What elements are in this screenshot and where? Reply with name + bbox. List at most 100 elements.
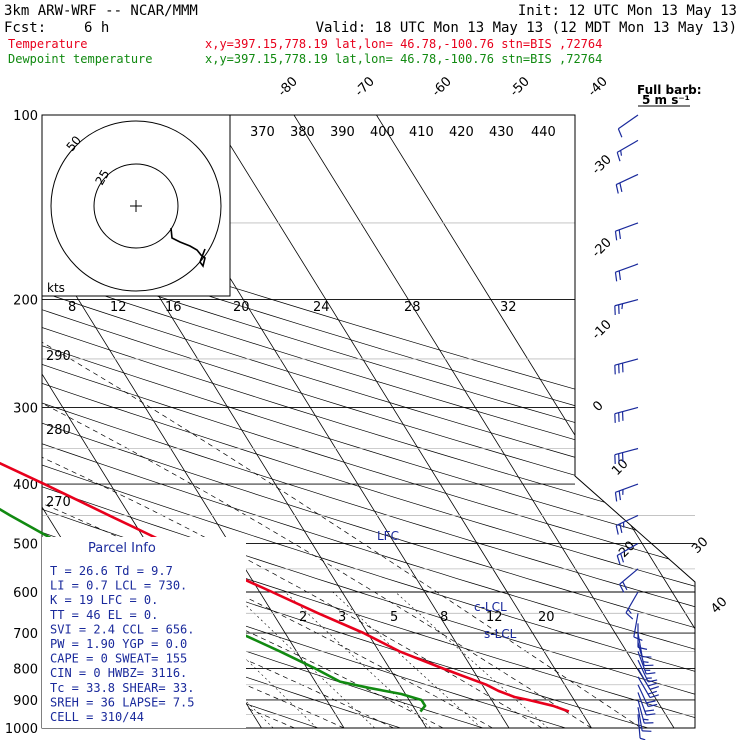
moist-adiabat-line	[42, 271, 543, 728]
dry-adiabat-line	[42, 115, 695, 728]
parcel-info-row: T = 26.6 Td = 9.7	[50, 564, 173, 578]
wind-barb-flag	[633, 636, 643, 642]
parcel-info-title: Parcel Info	[88, 541, 156, 556]
theta-tick-label: 370	[250, 125, 275, 140]
wind-barb-flag	[614, 492, 618, 502]
isotherm-tick-label: -40	[585, 74, 611, 100]
forecast-hour: 6 h	[84, 20, 109, 36]
wind-barb	[614, 447, 639, 464]
pressure-tick-label: 500	[13, 537, 38, 552]
barb-key-label: Full barb:	[637, 83, 702, 97]
legend-temperature-name: Temperature	[8, 37, 87, 51]
wind-barb-shaft	[615, 222, 639, 232]
wind-barb-shaft	[637, 707, 643, 731]
hodograph-ring-25	[93, 163, 179, 249]
wind-barb-shaft	[637, 659, 649, 683]
mixing-ratio-top-label: 20	[233, 300, 250, 315]
isotherm-tick-label: 40	[708, 595, 730, 617]
wind-barb	[614, 222, 639, 241]
model-title: 3km ARW-WRF -- NCAR/MMM	[4, 3, 198, 19]
mixing-ratio-bottom-label: 3	[338, 610, 346, 625]
wind-barb-flag	[649, 694, 659, 699]
wind-barb-flag	[647, 682, 657, 687]
wind-barb-flag	[647, 690, 657, 695]
parcel-info-panel: Parcel Info T = 26.6 Td = 9.7LI = 0.7 LC…	[42, 537, 246, 728]
isotherm-tick-label: 30	[689, 535, 711, 557]
wind-barb-flag	[648, 679, 658, 683]
pressure-tick-label: 600	[13, 586, 38, 601]
wind-barb	[617, 114, 639, 138]
isotherm-line	[276, 115, 683, 728]
wind-barb-flag	[614, 231, 618, 241]
isotherm-tick-label: -70	[352, 74, 378, 100]
wind-barb	[637, 707, 652, 732]
theta-tick-label: 430	[489, 125, 514, 140]
wind-barb	[614, 483, 639, 502]
pressure-tick-label: 700	[13, 627, 38, 642]
hodograph-ring-50	[50, 120, 222, 292]
hodograph: 25 50 kts	[41, 114, 231, 297]
pressure-tick-label: 300	[13, 401, 38, 416]
barb-key-value: 5 m s⁻¹	[642, 93, 690, 107]
wind-barbs	[614, 114, 659, 740]
valid-time: Valid: 18 UTC Mon 13 May 13 (12 MDT Mon …	[316, 20, 737, 36]
dry-adiabat-line	[42, 115, 695, 728]
theta-low-tick-label: 290	[46, 349, 71, 364]
wind-barb-flag	[646, 672, 656, 675]
theta-tick-label: 440	[531, 125, 556, 140]
mixing-ratio-bottom-label: 20	[538, 610, 555, 625]
isotherm-tick-label: -50	[507, 74, 533, 100]
mixing-ratio-line	[136, 591, 274, 728]
legend-dewpoint-info: x,y=397.15,778.19 lat,lon= 46.78,-100.76…	[205, 52, 602, 66]
mixing-ratio-top-label: 32	[500, 300, 517, 315]
wind-barb-flag	[618, 229, 621, 240]
mixing-ratio-line	[332, 591, 482, 728]
theta-tick-label: 410	[409, 125, 434, 140]
isotherm-tick-label: 0	[590, 398, 606, 414]
moist-adiabat-line	[42, 271, 394, 728]
mixing-ratio-top-label: 28	[404, 300, 421, 315]
forecast-label: Fcst:	[4, 20, 46, 36]
wind-barb-flag	[625, 612, 634, 620]
wind-barb	[637, 676, 659, 699]
isotherm-tick-label: -20	[589, 235, 615, 261]
wind-barb-flag	[616, 555, 621, 565]
isotherm-tick-label: -10	[589, 317, 615, 343]
mixing-ratio-top-label: 16	[165, 300, 182, 315]
parcel-info-row: SREH = 36 LAPSE= 7.5	[50, 695, 195, 709]
pressure-tick-label: 800	[13, 663, 38, 678]
wind-barb-flag	[615, 184, 619, 194]
mixing-ratio-bottom-label: 5	[390, 610, 398, 625]
wind-barb	[637, 623, 648, 650]
dry-adiabat-line	[42, 115, 695, 728]
init-time: Init: 12 UTC Mon 13 May 13	[518, 3, 737, 19]
wind-barb-flag	[621, 303, 624, 310]
parcel-info-row: CAPE = 0 SWEAT= 155	[50, 652, 187, 666]
wind-barb-flag	[620, 553, 625, 563]
isotherm-tick-label: -60	[429, 74, 455, 100]
wind-barb-flag	[619, 523, 623, 534]
isotherm-tick-label: -30	[589, 152, 615, 178]
wind-barb-flag	[643, 661, 649, 663]
isotherm-line	[42, 115, 353, 728]
wind-barb	[614, 298, 639, 315]
wind-barb	[637, 668, 659, 690]
wind-barb-shaft	[637, 632, 643, 657]
theta-tick-label: 420	[449, 125, 474, 140]
parcel-info-row: LI = 0.7 LCL = 730.	[50, 579, 187, 593]
theta-tick-label: 400	[370, 125, 395, 140]
parcel-info-row: SVI = 2.4 CCL = 656.	[50, 622, 195, 636]
isotherm-line	[193, 115, 600, 728]
wind-barb-flag	[615, 525, 619, 535]
wind-barb	[637, 692, 656, 716]
theta-low-tick-label: 280	[46, 423, 71, 438]
parcel-info-row: K = 19 LFC = 0.	[50, 593, 158, 607]
isotherm-tick-label: -80	[275, 74, 301, 100]
mixing-ratio-bottom-label: 2	[299, 610, 307, 625]
pressure-tick-label: 400	[13, 478, 38, 493]
legend-dewpoint-name: Dewpoint temperature	[8, 52, 153, 66]
wind-barb	[616, 542, 639, 565]
wind-barb	[625, 591, 639, 620]
pressure-tick-label: 100	[13, 109, 38, 124]
